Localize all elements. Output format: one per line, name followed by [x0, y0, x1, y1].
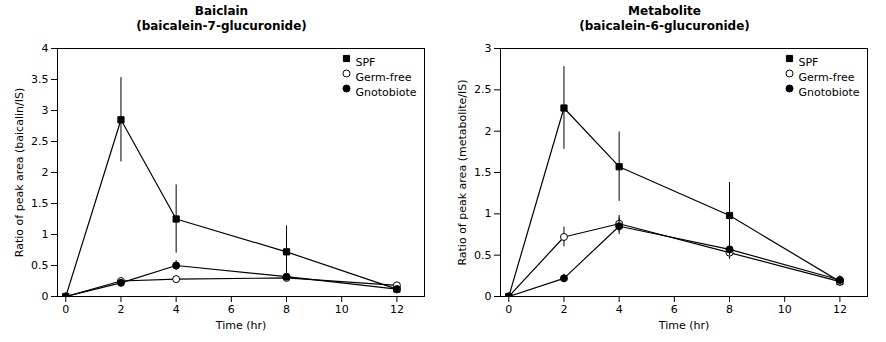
svg-text:4: 4 — [616, 303, 623, 316]
svg-text:0: 0 — [505, 303, 512, 316]
svg-text:6: 6 — [671, 303, 678, 316]
svg-text:SPF: SPF — [799, 56, 819, 69]
svg-text:10: 10 — [335, 303, 349, 316]
svg-text:Ratio of peak area (baicalin/I: Ratio of peak area (baicalin/IS) — [13, 88, 26, 257]
svg-text:2: 2 — [485, 125, 492, 138]
svg-text:3: 3 — [485, 42, 492, 55]
svg-text:12: 12 — [390, 303, 404, 316]
svg-text:4: 4 — [42, 42, 49, 55]
svg-text:Germ-free: Germ-free — [799, 71, 855, 84]
svg-text:2.5: 2.5 — [474, 83, 492, 96]
svg-text:4: 4 — [173, 303, 180, 316]
svg-text:Ratio of peak area (metabolite: Ratio of peak area (metabolite/IS) — [456, 79, 469, 265]
svg-text:2: 2 — [117, 303, 124, 316]
html-text:Metabolite (baicalein-6-glucur: Metabolite (baicalein-6-glucuronide) — [579, 4, 750, 33]
svg-text:2: 2 — [42, 166, 49, 179]
svg-text:1.5: 1.5 — [31, 197, 49, 210]
svg-text:8: 8 — [726, 303, 733, 316]
svg-text:3: 3 — [42, 104, 49, 117]
svg-text:3.5: 3.5 — [31, 73, 49, 86]
svg-text:Gnotobiote: Gnotobiote — [356, 86, 417, 99]
html-text:Baiclain (baicalein-7-glucuron: Baiclain (baicalein-7-glucuronide) — [136, 4, 307, 33]
svg-text:0: 0 — [62, 303, 69, 316]
svg-text:Germ-free: Germ-free — [356, 71, 412, 84]
svg-text:8: 8 — [283, 303, 290, 316]
svg-text:2: 2 — [560, 303, 567, 316]
svg-text:Time (hr): Time (hr) — [215, 319, 267, 332]
svg-text:Time (hr): Time (hr) — [658, 319, 710, 332]
svg-text:10: 10 — [778, 303, 792, 316]
svg-text:1.5: 1.5 — [474, 166, 492, 179]
svg-text:0.5: 0.5 — [31, 259, 49, 272]
svg-text:2.5: 2.5 — [31, 135, 49, 148]
svg-text:12: 12 — [833, 303, 847, 316]
svg-text:0: 0 — [42, 290, 49, 303]
svg-text:Gnotobiote: Gnotobiote — [799, 86, 860, 99]
svg-text:1: 1 — [485, 207, 492, 220]
svg-text:SPF: SPF — [356, 56, 376, 69]
svg-text:6: 6 — [228, 303, 235, 316]
svg-text:1: 1 — [42, 228, 49, 241]
svg-text:0: 0 — [485, 290, 492, 303]
svg-text:0.5: 0.5 — [474, 249, 492, 262]
